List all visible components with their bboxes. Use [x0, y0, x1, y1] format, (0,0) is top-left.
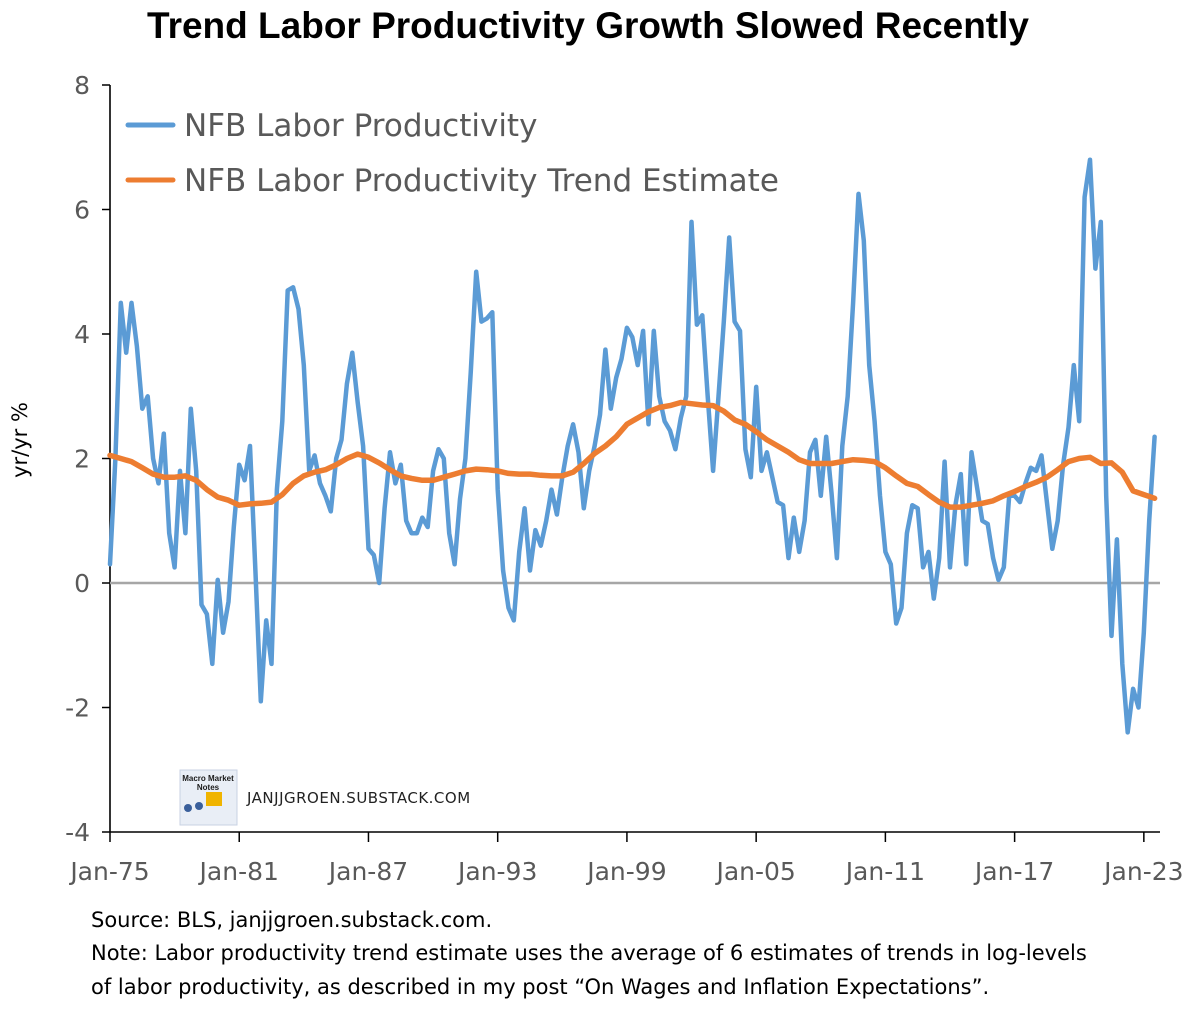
x-tick-label: Jan-11: [844, 857, 925, 886]
x-tick-label: Jan-99: [585, 857, 666, 886]
watermark-logo-text-line1: Macro Market: [182, 774, 234, 783]
y-tick-label: -2: [65, 694, 90, 723]
y-tick-label: 4: [74, 320, 90, 349]
y-tick-label: 0: [74, 569, 90, 598]
x-tick-label: Jan-93: [456, 857, 537, 886]
legend: NFB Labor Productivity NFB Labor Product…: [125, 108, 779, 199]
source-note: Source: BLS, janjjgroen.substack.com.: [91, 908, 492, 932]
legend-label-productivity: NFB Labor Productivity: [184, 108, 537, 144]
y-ticks: -4 -2 0 2 4 6 8: [65, 71, 110, 847]
watermark-logo-figure: [184, 804, 192, 812]
y-tick-label: 2: [74, 445, 90, 474]
x-tick-label: Jan-81: [198, 857, 279, 886]
y-axis-label: yr/yr %: [8, 402, 32, 478]
watermark-logo-text-line2: Notes: [197, 783, 220, 792]
legend-label-trend: NFB Labor Productivity Trend Estimate: [184, 163, 779, 199]
y-tick-label: 8: [74, 71, 90, 100]
y-tick-label: -4: [65, 818, 90, 847]
watermark: Macro Market Notes JANJJGROEN.SUBSTACK.C…: [179, 769, 471, 826]
footnotes: Source: BLS, janjjgroen.substack.com. No…: [91, 908, 1087, 999]
watermark-site: JANJJGROEN.SUBSTACK.COM: [246, 789, 471, 807]
watermark-logo-bars: [206, 792, 222, 806]
x-tick-label: Jan-05: [714, 857, 795, 886]
watermark-logo-figure: [195, 802, 203, 810]
y-tick-label: 6: [74, 196, 90, 225]
axes: -4 -2 0 2 4 6 8 Jan-75 Jan-81 Jan-87 Jan-93 Jan-99…: [65, 71, 1183, 886]
x-tick-label: Jan-75: [68, 857, 149, 886]
series-line-trend: [107, 399, 1158, 510]
note-line-2: of labor productivity, as described in m…: [91, 975, 989, 999]
chart-title: Trend Labor Productivity Growth Slowed R…: [147, 5, 1029, 46]
x-tick-label: Jan-17: [973, 857, 1054, 886]
x-tick-label: Jan-87: [327, 857, 408, 886]
note-line-1: Note: Labor productivity trend estimate …: [91, 941, 1087, 965]
x-ticks: Jan-75 Jan-81 Jan-87 Jan-93 Jan-99 Jan-05 Jan-…: [68, 832, 1184, 886]
series-line-productivity: [107, 157, 1157, 735]
x-tick-label: Jan-23: [1102, 857, 1183, 886]
series-layer: [107, 157, 1158, 735]
